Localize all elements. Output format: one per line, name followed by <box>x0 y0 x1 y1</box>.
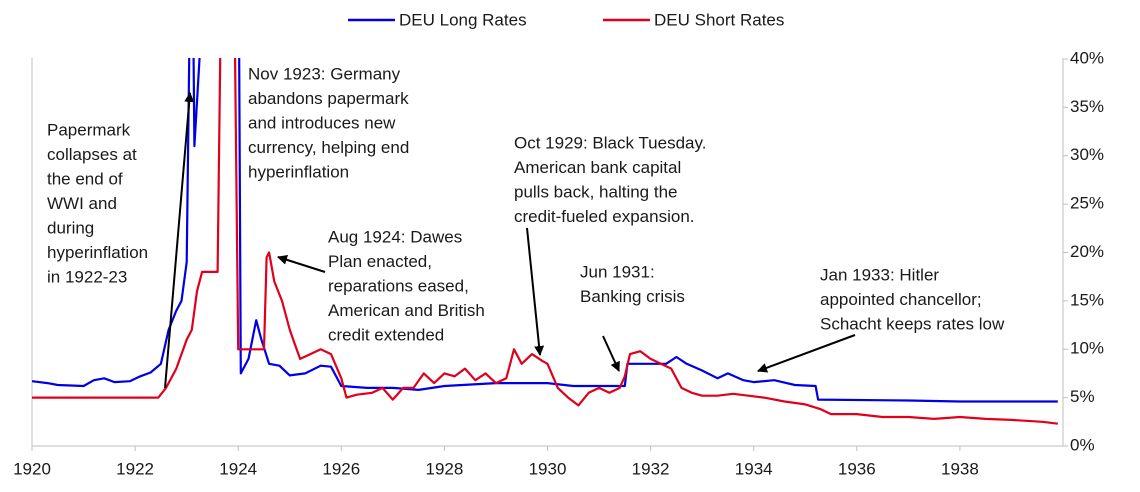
x-tick-label: 1930 <box>529 459 567 478</box>
series-line <box>32 58 1058 425</box>
annotation-text: Oct 1929: Black Tuesday. <box>514 133 706 152</box>
y-tick-label: 30% <box>1070 145 1104 164</box>
y-tick-label: 5% <box>1070 387 1095 406</box>
annotation-text: hyperinflation <box>47 243 148 262</box>
y-tick-label: 35% <box>1070 97 1104 116</box>
annotation-text: Nov 1923: Germany <box>248 64 401 83</box>
annotation-text: hyperinflation <box>248 162 349 181</box>
y-tick-label: 0% <box>1070 435 1095 454</box>
x-tick-label: 1934 <box>735 459 773 478</box>
plot-lines <box>32 58 1058 425</box>
annotation-arrows <box>164 92 856 389</box>
annotation-text: abandons papermark <box>248 89 409 108</box>
y-tick-label: 10% <box>1070 339 1104 358</box>
annotation-text: credit-fueled expansion. <box>514 207 695 226</box>
y-tick-label: 40% <box>1070 48 1104 67</box>
annotation-text: pulls back, halting the <box>514 182 678 201</box>
x-tick-label: 1922 <box>116 459 154 478</box>
x-tick-label: 1920 <box>13 459 51 478</box>
annotation-text: Aug 1924: Dawes <box>328 227 462 246</box>
annotation-text: reparations eased, <box>328 276 469 295</box>
x-tick-label: 1926 <box>322 459 360 478</box>
y-tick-label: 25% <box>1070 194 1104 213</box>
x-tick-label: 1936 <box>838 459 876 478</box>
annotation-text: Papermark <box>47 120 131 139</box>
arrow <box>164 92 195 389</box>
arrow <box>602 335 620 372</box>
legend-label: DEU Short Rates <box>654 10 784 29</box>
annotation-text: collapses at <box>47 145 137 164</box>
annotation-text: Banking crisis <box>580 287 685 306</box>
series-line <box>32 58 1058 403</box>
annotation-text: the end of <box>47 169 123 188</box>
annotation-text: American and British <box>328 301 485 320</box>
y-tick-label: 15% <box>1070 290 1104 309</box>
x-tick-label: 1938 <box>941 459 979 478</box>
annotation-text: Schacht keeps rates low <box>820 314 1005 333</box>
annotation-text: in 1922-23 <box>47 267 127 286</box>
x-tick-label: 1932 <box>632 459 670 478</box>
arrow <box>757 334 856 373</box>
annotation-text: Jun 1931: <box>580 262 655 281</box>
annotation-text: and introduces new <box>248 113 396 132</box>
annotation-text: during <box>47 218 94 237</box>
arrow <box>526 227 545 356</box>
annotation-text: Plan enacted, <box>328 252 432 271</box>
annotation-text: American bank capital <box>514 158 681 177</box>
annotation-text: Jan 1933: Hitler <box>820 265 939 284</box>
x-tick-label: 1928 <box>425 459 463 478</box>
annotation-text: currency, helping end <box>248 138 409 157</box>
x-tick-label: 1924 <box>219 459 257 478</box>
annotation-text: credit extended <box>328 325 444 344</box>
y-tick-label: 20% <box>1070 242 1104 261</box>
arrow <box>277 254 326 273</box>
annotation-text: WWI and <box>47 194 117 213</box>
legend-label: DEU Long Rates <box>399 10 527 29</box>
annotation-text: appointed chancellor; <box>820 290 982 309</box>
